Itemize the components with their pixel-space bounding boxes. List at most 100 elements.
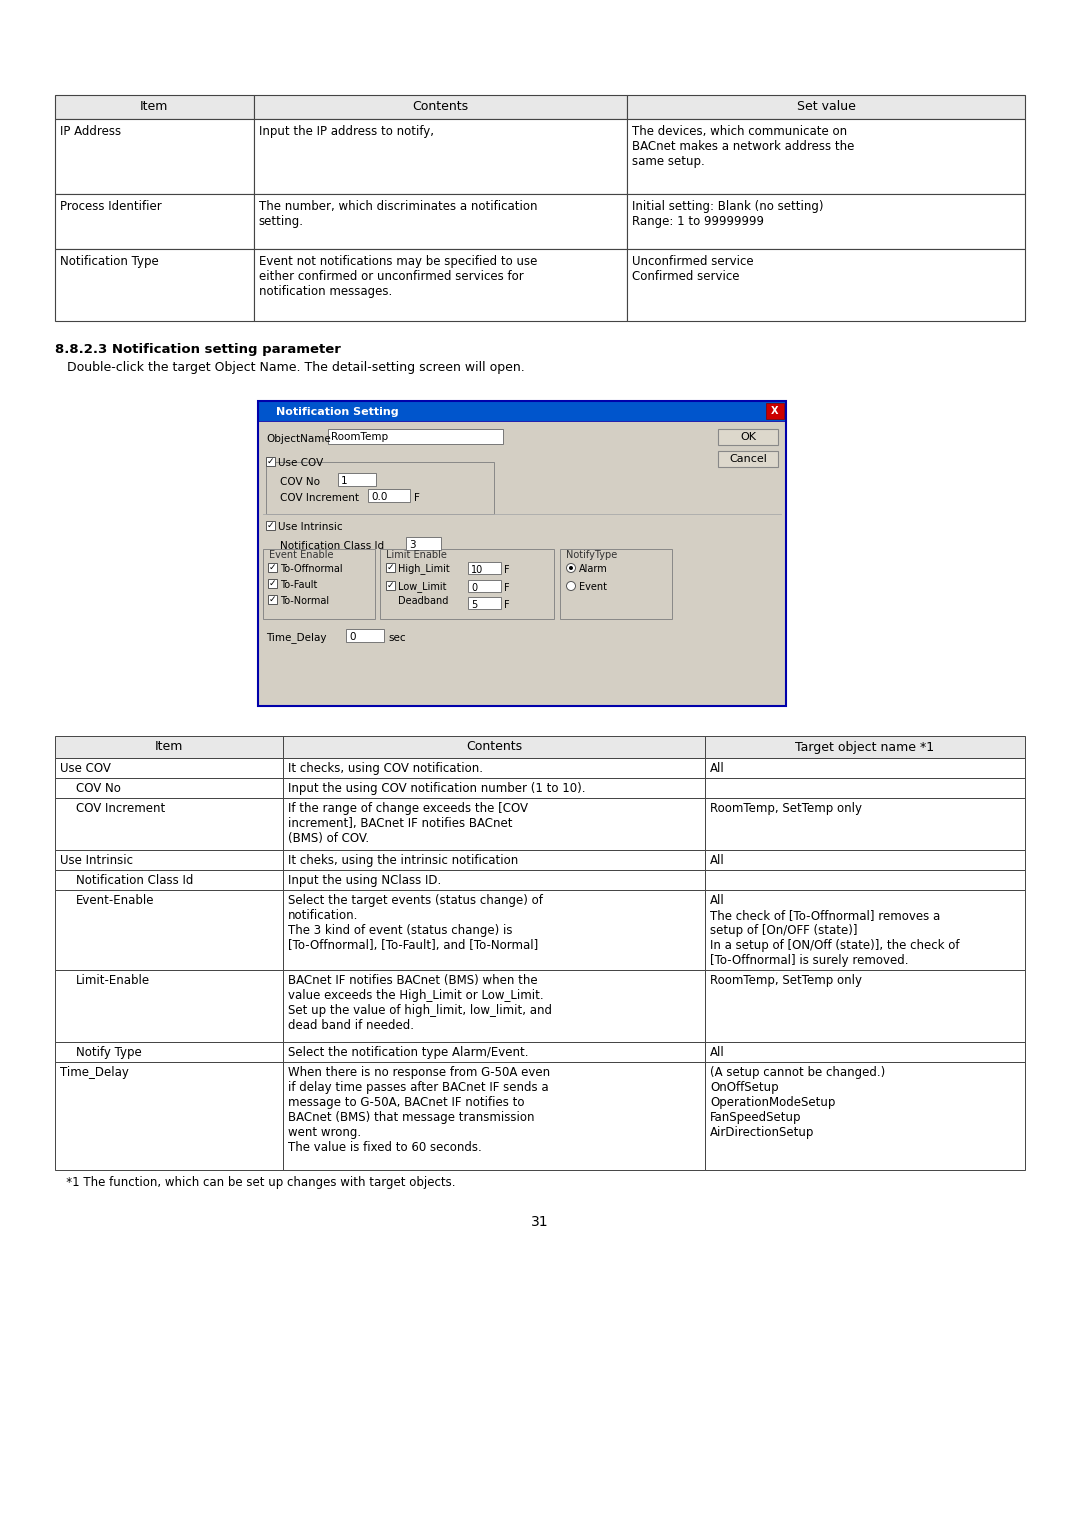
Bar (705, 970, 1025, 1042)
Text: ObjectName: ObjectName (266, 434, 330, 445)
Text: Select the notification type Alarm/Event.: Select the notification type Alarm/Event… (288, 1047, 528, 1059)
Text: All
The check of [To-Offnormal] removes a
setup of [On/OFF (state)]
In a setup o: All The check of [To-Offnormal] removes … (710, 894, 959, 967)
Text: RoomTemp, SetTemp only: RoomTemp, SetTemp only (710, 802, 862, 814)
Bar (55, 850, 283, 869)
Bar (55, 119, 254, 194)
Text: X: X (771, 406, 779, 416)
Bar (266, 521, 275, 530)
Text: Event: Event (579, 582, 607, 591)
Bar (468, 597, 501, 610)
Text: 0.0: 0.0 (372, 492, 388, 503)
Text: Set value: Set value (797, 101, 855, 113)
Text: Event-Enable: Event-Enable (76, 894, 154, 908)
Text: OK: OK (740, 432, 756, 442)
Text: F: F (504, 601, 510, 610)
Text: The number, which discriminates a notification
setting.: The number, which discriminates a notifi… (259, 200, 538, 228)
Text: ✓: ✓ (269, 562, 276, 571)
Bar (468, 562, 501, 575)
Text: Select the target events (status change) of
notification.
The 3 kind of event (s: Select the target events (status change)… (288, 894, 543, 952)
Text: Item: Item (140, 101, 168, 113)
Text: COV No: COV No (76, 782, 121, 795)
Bar (266, 461, 494, 513)
Text: To-Normal: To-Normal (280, 596, 329, 605)
Bar (718, 451, 778, 468)
Text: 8.8.2.3 Notification setting parameter: 8.8.2.3 Notification setting parameter (55, 342, 341, 356)
Text: COV Increment: COV Increment (76, 802, 165, 814)
Circle shape (567, 582, 576, 590)
Text: Use Intrinsic: Use Intrinsic (60, 854, 133, 866)
Text: The devices, which communicate on
BACnet makes a network address the
same setup.: The devices, which communicate on BACnet… (632, 125, 854, 168)
Bar (266, 457, 275, 466)
Bar (55, 95, 254, 119)
Bar (386, 581, 395, 590)
Text: Limit-Enable: Limit-Enable (76, 973, 150, 987)
Text: Notification Type: Notification Type (60, 255, 159, 267)
Bar (705, 1042, 1025, 1062)
Text: Contents: Contents (465, 741, 522, 753)
Bar (268, 594, 276, 604)
Text: RoomTemp, SetTemp only: RoomTemp, SetTemp only (710, 973, 862, 987)
Text: RoomTemp: RoomTemp (330, 432, 388, 442)
Bar (627, 119, 1025, 194)
Text: All: All (710, 1047, 725, 1059)
Text: ✓: ✓ (269, 594, 276, 604)
Text: Event not notifications may be specified to use
either confirmed or unconfirmed : Event not notifications may be specified… (259, 255, 537, 298)
Bar (468, 581, 501, 591)
Text: To-Fault: To-Fault (280, 579, 318, 590)
Bar (283, 1042, 705, 1062)
Text: F: F (504, 584, 510, 593)
Text: sec: sec (388, 633, 406, 643)
Text: Target object name *1: Target object name *1 (795, 741, 934, 753)
Bar (254, 249, 627, 321)
Bar (380, 549, 554, 619)
Text: IP Address: IP Address (60, 125, 121, 138)
Text: ✓: ✓ (387, 562, 394, 571)
Bar (258, 400, 786, 706)
Text: Use COV: Use COV (278, 457, 323, 468)
Bar (55, 758, 283, 778)
Bar (283, 850, 705, 869)
Bar (55, 889, 283, 970)
Text: 0: 0 (349, 633, 355, 642)
Text: Event Enable: Event Enable (269, 550, 334, 559)
Text: Notification Class Id: Notification Class Id (280, 541, 384, 552)
Bar (264, 549, 375, 619)
Text: It checks, using COV notification.: It checks, using COV notification. (288, 762, 483, 775)
Circle shape (567, 564, 576, 573)
Text: Use Intrinsic: Use Intrinsic (278, 521, 342, 532)
Text: Notification Class Id: Notification Class Id (76, 874, 193, 886)
Bar (283, 758, 705, 778)
Text: Time_Delay: Time_Delay (60, 1067, 129, 1079)
Text: Item: Item (154, 741, 184, 753)
Bar (55, 1062, 283, 1170)
Text: To-Offnormal: To-Offnormal (280, 564, 342, 573)
Text: ✓: ✓ (267, 521, 274, 530)
Text: (A setup cannot be changed.)
OnOffSetup
OperationModeSetup
FanSpeedSetup
AirDire: (A setup cannot be changed.) OnOffSetup … (710, 1067, 886, 1138)
Bar (283, 889, 705, 970)
Bar (268, 579, 276, 588)
Text: Unconfirmed service
Confirmed service: Unconfirmed service Confirmed service (632, 255, 754, 283)
Text: 5: 5 (471, 601, 477, 610)
Bar (254, 194, 627, 249)
Text: Contents: Contents (413, 101, 469, 113)
Text: All: All (710, 762, 725, 775)
Text: BACnet IF notifies BACnet (BMS) when the
value exceeds the High_Limit or Low_Lim: BACnet IF notifies BACnet (BMS) when the… (288, 973, 552, 1031)
Text: Double-click the target Object Name. The detail-setting screen will open.: Double-click the target Object Name. The… (55, 361, 525, 374)
Bar (406, 536, 441, 550)
Bar (258, 400, 786, 422)
Bar (338, 474, 376, 486)
Text: 31: 31 (531, 1215, 549, 1229)
Text: Time_Delay: Time_Delay (266, 633, 326, 643)
Bar (705, 758, 1025, 778)
Bar (55, 869, 283, 889)
Text: Input the using COV notification number (1 to 10).: Input the using COV notification number … (288, 782, 585, 795)
Text: High_Limit: High_Limit (399, 562, 449, 575)
Bar (705, 736, 1025, 758)
Bar (55, 778, 283, 798)
Bar (55, 249, 254, 321)
Text: 0: 0 (471, 584, 477, 593)
Text: Notify Type: Notify Type (76, 1047, 141, 1059)
Text: ✓: ✓ (269, 579, 276, 588)
Text: 1: 1 (341, 477, 348, 486)
Bar (328, 429, 503, 445)
